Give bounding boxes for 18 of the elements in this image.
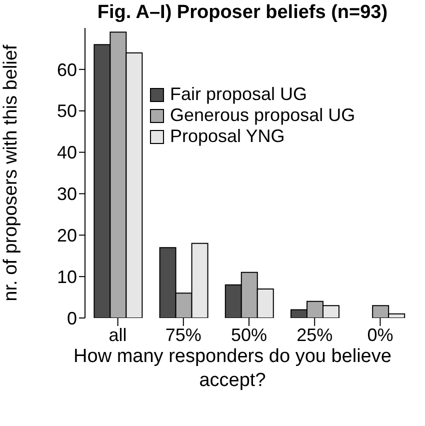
y-tick-label: 30: [56, 184, 77, 204]
x-tick-label: 25%: [296, 324, 333, 345]
y-tick-label: 0: [66, 308, 77, 328]
legend-label: Generous proposal UG: [170, 105, 356, 126]
y-tick-label: 10: [56, 266, 77, 287]
y-tick-label: 50: [56, 101, 77, 122]
y-tick-label: 40: [56, 142, 77, 163]
x-tick-label: 75%: [165, 324, 202, 345]
y-axis-title: nr. of proposers with this belief: [0, 44, 22, 302]
y-tick-label: 60: [56, 60, 77, 80]
x-tick-label: 50%: [230, 324, 268, 345]
x-tick-label: all: [108, 324, 127, 345]
x-tick-label: 0%: [367, 324, 394, 345]
legend-label: Proposal YNG: [170, 126, 285, 147]
legend-label: Fair proposal UG: [170, 84, 308, 105]
y-tick-label: 20: [56, 226, 77, 246]
x-axis-title: How many responders do you believe accept?: [72, 345, 392, 393]
chart-title: Fig. A–I) Proposer beliefs (n=93): [96, 2, 389, 24]
